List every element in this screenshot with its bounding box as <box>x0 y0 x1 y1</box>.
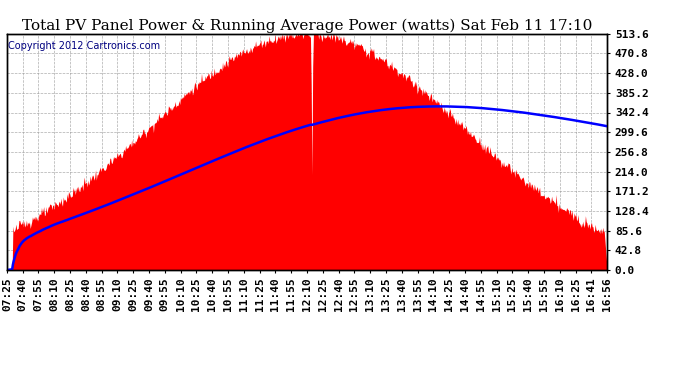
Text: Copyright 2012 Cartronics.com: Copyright 2012 Cartronics.com <box>8 41 160 51</box>
Title: Total PV Panel Power & Running Average Power (watts) Sat Feb 11 17:10: Total PV Panel Power & Running Average P… <box>22 18 592 33</box>
